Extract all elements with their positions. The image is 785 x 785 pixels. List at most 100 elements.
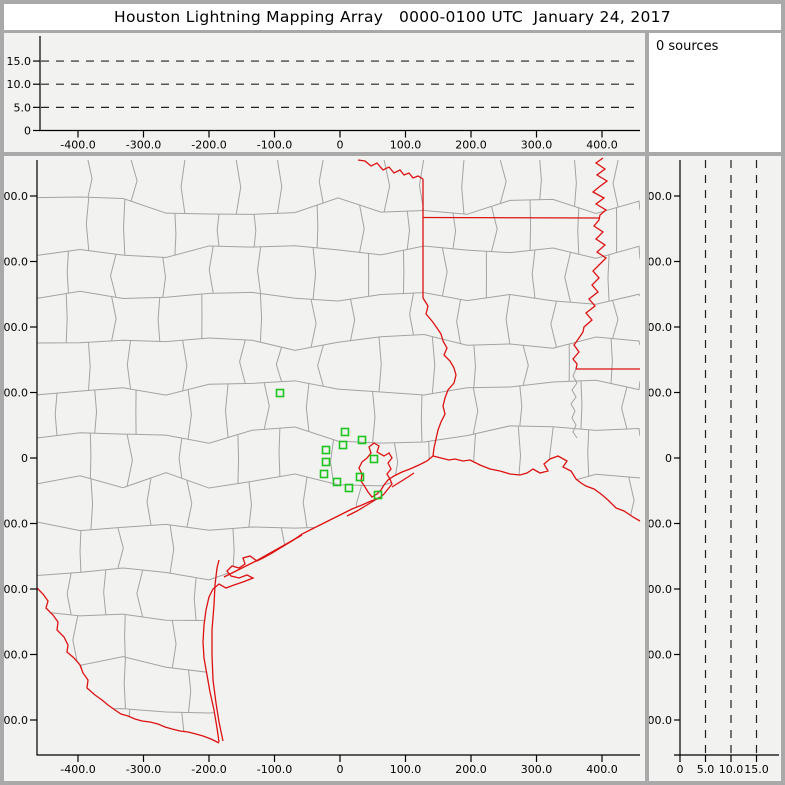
- county-line: [290, 701, 294, 743]
- alt-vs-ew-plot[interactable]: 0 5.0 10.0 15.0 -400.0 -300.0 -200.0 -100.0 0 100…: [4, 33, 645, 152]
- alt-tick-label: 15.0: [7, 55, 32, 68]
- county-line: [587, 429, 590, 477]
- county-line: [87, 342, 91, 391]
- county-line: [343, 665, 348, 707]
- alt-tick-label: 10.0: [719, 763, 744, 776]
- station-marker: [357, 435, 367, 445]
- county-line: [280, 659, 287, 704]
- county-line: [94, 389, 98, 434]
- county-line: [401, 662, 405, 710]
- county-line: [539, 160, 542, 200]
- alt-vs-ns-plot[interactable]: 400.0 300.0 200.0 100.0 0 -100.0 -200.0 -300.0 -…: [649, 156, 781, 781]
- county-line: [536, 712, 539, 743]
- county-line: [357, 569, 362, 617]
- county-line: [612, 160, 619, 208]
- county-line: [187, 389, 192, 440]
- station-marker: [321, 445, 331, 455]
- county-line: [37, 610, 640, 626]
- county-line: [444, 523, 447, 570]
- county-line: [607, 254, 610, 302]
- matagorda-island: [223, 534, 303, 578]
- county-line: [66, 709, 69, 743]
- county-line: [531, 249, 536, 299]
- ns-tick-label: -100.0: [4, 518, 28, 531]
- county-line: [499, 160, 507, 204]
- county-line: [169, 524, 175, 574]
- county-line: [557, 523, 565, 577]
- county-line: [318, 160, 324, 204]
- county-line: [103, 569, 107, 615]
- county-line: [513, 565, 517, 619]
- alt-vs-ns-panel: 400.0 300.0 200.0 100.0 0 -100.0 -200.0 -300.0 -…: [649, 156, 781, 781]
- county-line: [439, 666, 441, 712]
- county-line: [231, 711, 235, 743]
- ns-tick-label: -300.0: [649, 649, 672, 662]
- county-line: [117, 527, 124, 569]
- county-line: [90, 478, 94, 530]
- county-line: [180, 160, 186, 214]
- ns-tick-label: 0: [21, 452, 28, 465]
- county-line: [472, 387, 479, 435]
- river-gray-line: [570, 368, 578, 439]
- county-line: [278, 428, 281, 477]
- county-line: [79, 530, 82, 573]
- ew-tick-label: -400.0: [60, 763, 95, 776]
- county-line: [37, 196, 640, 215]
- county-line: [612, 300, 619, 339]
- ns-tick-label: 100.0: [649, 387, 672, 400]
- ew-tick-label: -200.0: [191, 139, 226, 152]
- map-plot[interactable]: 400.0 300.0 200.0 100.0 0 -100.0 -200.0 -300.0 -…: [4, 156, 645, 781]
- county-line: [500, 525, 505, 567]
- county-line: [37, 379, 640, 396]
- ns-tick-label: 300.0: [4, 256, 28, 269]
- county-line: [126, 340, 132, 390]
- county-line: [429, 709, 433, 743]
- county-line: [529, 619, 534, 666]
- county-line: [72, 615, 79, 666]
- county-line: [123, 199, 126, 256]
- county-line: [111, 296, 117, 342]
- county-line: [562, 576, 566, 620]
- county-line: [574, 160, 577, 207]
- county-line: [459, 573, 463, 620]
- county-line: [174, 213, 177, 256]
- county-line: [517, 425, 522, 485]
- state-borders-layer: [36, 157, 641, 744]
- county-line: [522, 345, 529, 386]
- ns-tick-label: 0: [665, 452, 672, 465]
- county-line: [402, 565, 405, 622]
- county-line: [452, 212, 457, 249]
- alt-tick-label: 0: [677, 763, 684, 776]
- station-marker: [319, 469, 329, 479]
- county-line: [253, 214, 257, 248]
- red-river-border: [357, 159, 424, 180]
- county-line: [330, 439, 335, 484]
- ew-tick-label: 100.0: [390, 763, 422, 776]
- sources-count-label: 0 sources: [656, 39, 719, 54]
- county-line: [232, 528, 235, 572]
- county-line: [302, 476, 308, 528]
- county-line: [236, 666, 242, 712]
- county-line: [476, 715, 482, 743]
- county-line: [276, 160, 283, 214]
- county-line: [188, 669, 192, 713]
- ew-tick-label: 300.0: [521, 139, 553, 152]
- county-line: [494, 669, 499, 715]
- sabine-river-border: [422, 297, 457, 457]
- county-line: [224, 383, 229, 438]
- county-line: [550, 301, 558, 348]
- county-line: [214, 620, 217, 672]
- stations-layer: [275, 388, 383, 500]
- county-line: [577, 207, 580, 255]
- county-line: [37, 245, 640, 260]
- station-marker: [332, 477, 342, 487]
- county-line: [511, 484, 515, 527]
- county-line: [66, 251, 69, 294]
- ns-tick-label: -400.0: [4, 714, 28, 727]
- window-title: Houston Lightning Mapping Array 0000-010…: [114, 8, 671, 26]
- station-marker: [373, 490, 383, 500]
- county-line: [423, 472, 426, 526]
- county-line: [124, 614, 126, 658]
- county-line: [305, 383, 310, 432]
